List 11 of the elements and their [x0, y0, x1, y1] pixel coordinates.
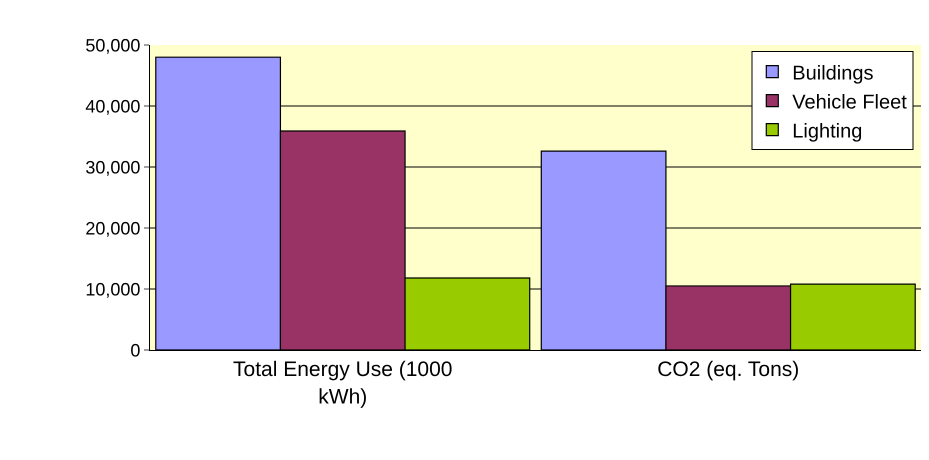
- legend-label: Vehicle Fleet: [792, 91, 908, 114]
- y-tick-label: 30,000: [85, 157, 140, 178]
- y-tick-label: 0: [130, 340, 140, 360]
- x-tick-label: CO2 (eq. Tons): [657, 358, 800, 382]
- x-tick-label: Total Energy Use (1000 kWh): [233, 358, 452, 408]
- legend-label: Buildings: [792, 62, 874, 84]
- y-tick-label: 40,000: [85, 96, 140, 116]
- y-tick-label: 20,000: [85, 218, 140, 238]
- y-tick-label: 10,000: [85, 279, 140, 300]
- legend-label: Lighting: [792, 120, 862, 142]
- y-tick-label: 50,000: [85, 35, 140, 56]
